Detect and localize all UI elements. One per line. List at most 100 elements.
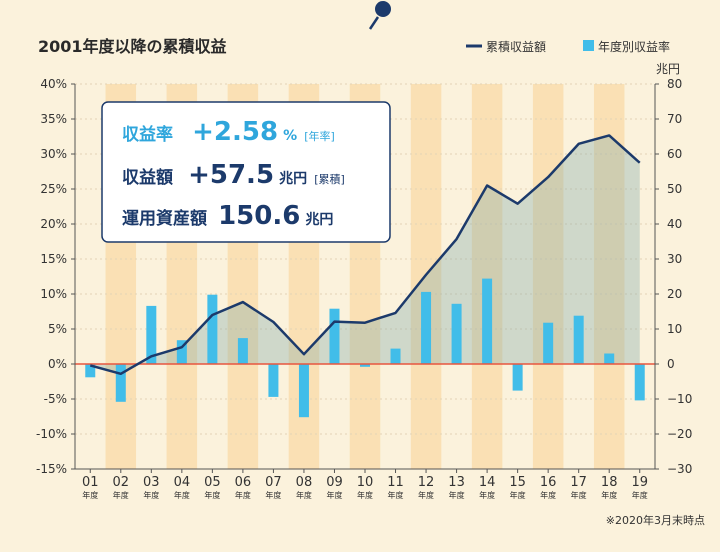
- x-tick-label: 05: [204, 475, 221, 490]
- x-tick-suffix: 年度: [82, 490, 98, 500]
- annual-return-bar: [360, 364, 370, 367]
- right-tick-label: 0: [667, 357, 675, 371]
- x-tick-label: 17: [570, 475, 587, 490]
- right-tick-label: 60: [667, 147, 682, 161]
- left-tick-label: -10%: [36, 427, 67, 441]
- annual-return-bar: [146, 305, 157, 364]
- x-tick-suffix: 年度: [296, 490, 312, 500]
- summary-amount-unit: 兆円: [279, 171, 307, 187]
- x-tick-suffix: 年度: [265, 490, 281, 500]
- left-tick-label: 15%: [40, 252, 67, 266]
- x-tick-label: 08: [296, 475, 313, 490]
- summary-assets-value: 150.6: [218, 201, 300, 231]
- right-tick-label: 30: [667, 252, 682, 266]
- annual-return-bar: [482, 278, 493, 364]
- right-tick-label: 50: [667, 182, 682, 196]
- right-tick-label: −20: [667, 427, 692, 441]
- annual-return-bar: [451, 303, 462, 364]
- x-tick-label: 01: [82, 475, 99, 490]
- annual-return-bar: [604, 353, 615, 364]
- left-tick-label: 10%: [40, 287, 67, 301]
- annual-return-bar: [329, 308, 340, 364]
- right-tick-label: 40: [667, 217, 682, 231]
- summary-amount-value: +57.5: [188, 160, 274, 190]
- x-tick-suffix: 年度: [601, 490, 617, 500]
- left-tick-label: 0%: [48, 357, 67, 371]
- summary-rate-label: 収益率: [122, 124, 173, 145]
- x-tick-suffix: 年度: [174, 490, 190, 500]
- right-tick-label: 80: [667, 77, 682, 91]
- x-tick-label: 03: [143, 475, 160, 490]
- footnote: ※2020年3月末時点: [606, 513, 705, 527]
- left-tick-label: 40%: [40, 77, 67, 91]
- annual-return-bar: [298, 364, 309, 418]
- x-tick-suffix: 年度: [388, 490, 404, 500]
- column-stripe: [532, 84, 564, 469]
- left-tick-label: 25%: [40, 182, 67, 196]
- right-tick-label: 10: [667, 322, 682, 336]
- annual-return-bar: [573, 315, 584, 364]
- x-tick-suffix: 年度: [418, 490, 434, 500]
- x-tick-suffix: 年度: [357, 490, 373, 500]
- x-tick-label: 11: [387, 475, 404, 490]
- annual-return-bar: [543, 322, 554, 364]
- x-tick-suffix: 年度: [571, 490, 587, 500]
- x-tick-label: 06: [235, 475, 252, 490]
- left-tick-label: 20%: [40, 217, 67, 231]
- column-stripe: [593, 84, 625, 469]
- summary-box-frame: [101, 101, 391, 243]
- right-tick-label: 20: [667, 287, 682, 301]
- left-tick-label: -5%: [44, 392, 67, 406]
- right-axis-unit: 兆円: [656, 62, 680, 76]
- cumulative-line: [89, 134, 641, 376]
- chart-title: 2001年度以降の累積収益: [38, 37, 227, 56]
- summary-rate-bracket: [年率]: [304, 129, 335, 143]
- summary-rate-value: +2.58: [192, 117, 278, 147]
- legend-bar-marker: [583, 40, 594, 51]
- annual-return-bar: [268, 364, 279, 397]
- x-tick-suffix: 年度: [540, 490, 556, 500]
- x-tick-label: 15: [509, 475, 526, 490]
- x-tick-suffix: 年度: [510, 490, 526, 500]
- x-tick-label: 02: [113, 475, 130, 490]
- left-tick-label: 5%: [48, 322, 67, 336]
- left-tick-label: 30%: [40, 147, 67, 161]
- x-tick-label: 04: [174, 475, 191, 490]
- x-tick-label: 13: [448, 475, 465, 490]
- x-tick-label: 18: [601, 475, 618, 490]
- summary-rate-row: 収益率 +2.58 % [年率]: [122, 117, 335, 147]
- left-tick-label: 35%: [40, 112, 67, 126]
- x-tick-label: 19: [631, 475, 648, 490]
- right-tick-label: −10: [667, 392, 692, 406]
- annual-return-bar: [207, 294, 218, 364]
- x-tick-label: 12: [418, 475, 435, 490]
- annual-return-bar: [85, 364, 96, 378]
- column-stripe: [471, 84, 503, 469]
- x-tick-suffix: 年度: [113, 490, 129, 500]
- x-tick-label: 07: [265, 475, 282, 490]
- x-tick-label: 09: [326, 475, 343, 490]
- x-tick-suffix: 年度: [326, 490, 342, 500]
- x-tick-label: 10: [357, 475, 374, 490]
- summary-assets-label: 運用資産額: [122, 208, 207, 229]
- x-tick-suffix: 年度: [235, 490, 251, 500]
- x-tick-suffix: 年度: [143, 490, 159, 500]
- right-tick-label: −30: [667, 462, 692, 476]
- summary-assets-row: 運用資産額 150.6 兆円: [122, 201, 333, 231]
- summary-amount-row: 収益額 +57.5 兆円 [累積]: [122, 160, 345, 190]
- summary-assets-unit: 兆円: [305, 212, 333, 228]
- right-tick-label: 70: [667, 112, 682, 126]
- annual-return-bar: [634, 364, 645, 401]
- annual-return-bar: [512, 364, 523, 391]
- summary-amount-bracket: [累積]: [314, 172, 345, 186]
- x-tick-label: 14: [479, 475, 496, 490]
- x-tick-suffix: 年度: [479, 490, 495, 500]
- pin-head-icon: [375, 1, 391, 17]
- pin-needle: [368, 16, 380, 30]
- x-tick-suffix: 年度: [632, 490, 648, 500]
- annual-return-bar: [421, 291, 432, 364]
- summary-amount-label: 収益額: [122, 167, 173, 188]
- x-tick-suffix: 年度: [204, 490, 220, 500]
